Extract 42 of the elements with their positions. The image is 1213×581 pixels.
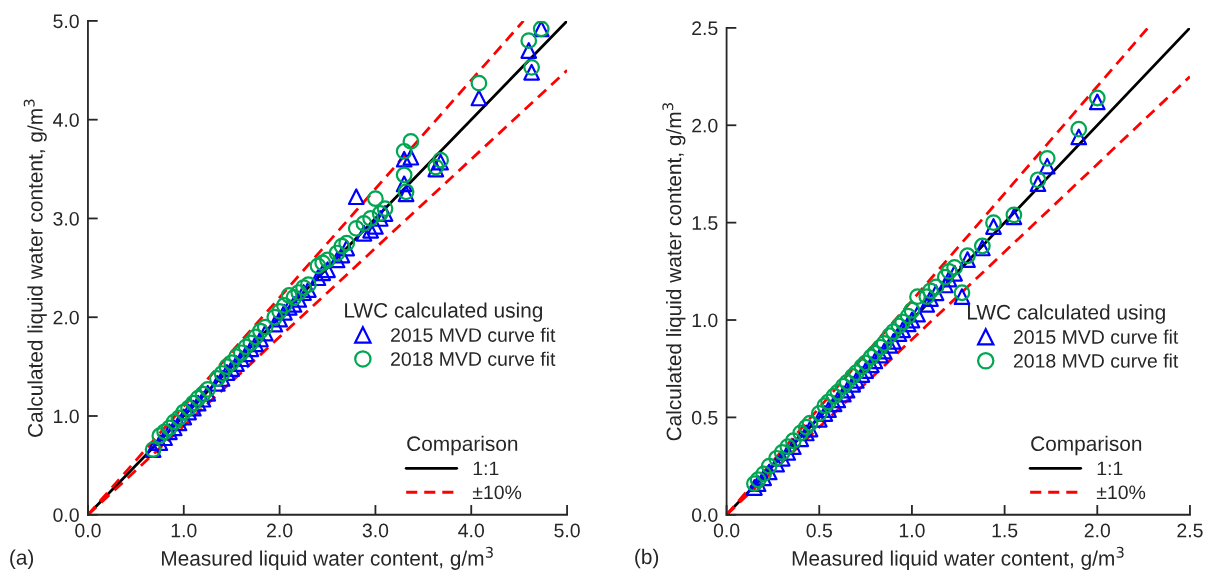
x-tick-label: 3.0 (362, 523, 389, 538)
y-tick-label: 2.0 (692, 118, 718, 133)
y-tick-label: 5.0 (53, 14, 79, 29)
legend-label: 2015 MVD curve fit (391, 327, 556, 342)
y-axis-title: Calculated liquid water content, g/m$^{3}$ (662, 103, 686, 441)
legend-label: 1:1 (473, 461, 499, 476)
text: (a) (10, 549, 34, 569)
x-tick-label: 1.5 (992, 523, 1018, 538)
x-tick-label: 0.0 (75, 523, 101, 538)
text: (b) (635, 548, 659, 569)
y-tick-label: 1.0 (692, 313, 718, 328)
x-tick-label: 2.5 (1177, 523, 1203, 538)
y-tick-label: 4.0 (53, 113, 79, 127)
legend-label: 2015 MVD curve fit (1013, 329, 1179, 344)
x-tick-label: 0.5 (806, 523, 832, 538)
y-tick-label: 0.0 (53, 508, 79, 522)
x-axis-title: Measured liquid water content, g/m$^{3}$ (792, 546, 1124, 570)
legend-label: ±10% (472, 485, 522, 500)
legend-title: LWC calculated using (345, 302, 543, 322)
legend-title: LWC calculated using (967, 304, 1165, 324)
legend-label: 2018 MVD curve fit (1013, 353, 1179, 368)
x-tick-label: 4.0 (458, 523, 485, 538)
legend-label: ±10% (1096, 485, 1146, 500)
x-tick-label: 2.0 (267, 523, 293, 538)
x-tick-label: 2.0 (1084, 523, 1111, 538)
y-axis-title: Calculated liquid water content, g/m$^{3}$ (23, 99, 47, 437)
x-tick-label: 1.0 (899, 523, 925, 538)
legend-label: 2018 MVD curve fit (391, 351, 556, 366)
x-tick-label: 1.0 (171, 523, 197, 538)
annotation: Comparison (1031, 435, 1142, 456)
y-tick-label: 2.0 (53, 310, 79, 325)
annotation: Comparison (407, 435, 518, 456)
y-tick-label: 0.5 (691, 410, 718, 425)
y-tick-label: 1.5 (692, 216, 718, 230)
y-tick-label: 2.5 (692, 21, 718, 36)
legend-label: 1:1 (1097, 461, 1123, 476)
y-tick-label: 0.0 (691, 508, 718, 522)
x-axis-title: Measured liquid water content, g/m$^{3}$ (162, 546, 493, 570)
y-tick-label: 3.0 (53, 211, 79, 226)
x-tick-label: 0.0 (713, 523, 740, 538)
x-tick-label: 5.0 (554, 523, 580, 538)
y-tick-label: 1.0 (54, 409, 79, 424)
